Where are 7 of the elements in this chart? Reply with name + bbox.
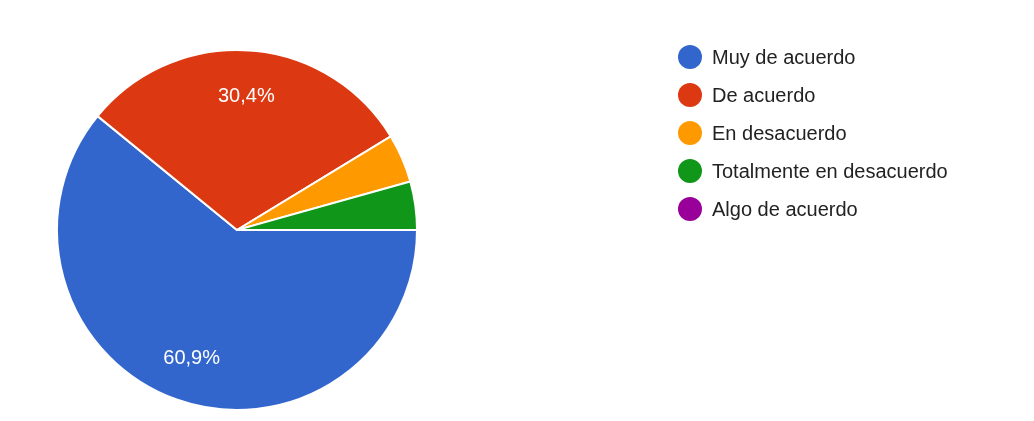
legend-label: Muy de acuerdo [712, 45, 856, 69]
legend-label: Totalmente en desacuerdo [712, 159, 948, 183]
legend-label: Algo de acuerdo [712, 197, 858, 221]
legend-label: En desacuerdo [712, 121, 847, 145]
data-label: 60,9% [163, 346, 221, 369]
legend-label: De acuerdo [712, 83, 816, 107]
data-label: 30,4% [217, 84, 275, 107]
